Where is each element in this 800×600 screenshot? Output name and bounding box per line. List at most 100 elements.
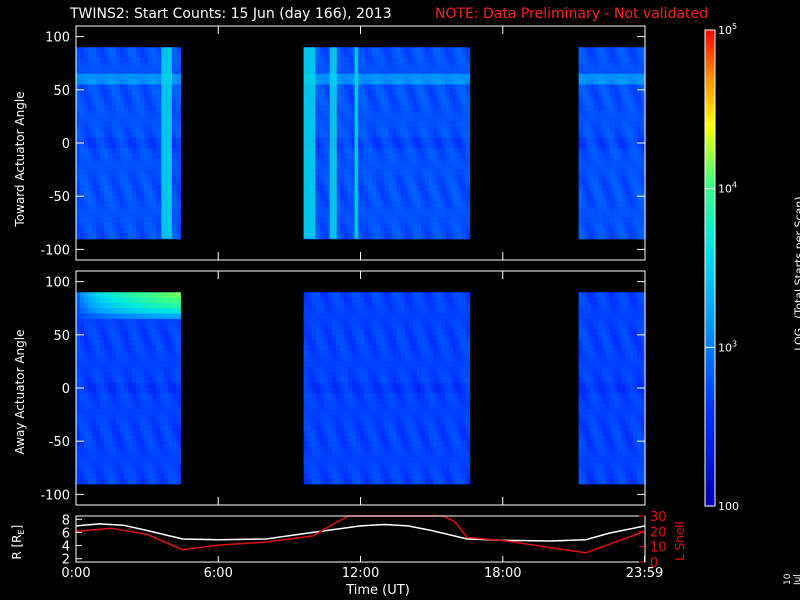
heatmap-cell: [621, 95, 627, 102]
heatmap-cell: [144, 174, 149, 181]
heatmap-cell: [84, 345, 89, 352]
heatmap-cell: [108, 419, 113, 426]
heatmap-cell: [120, 174, 125, 181]
heatmap-cell: [613, 143, 619, 149]
heatmap-cell: [80, 340, 85, 347]
heatmap-cell: [380, 73, 386, 80]
heatmap-cell: [172, 398, 177, 405]
heatmap-cell: [148, 377, 153, 384]
heatmap-cell: [376, 190, 382, 197]
heatmap-cell: [315, 116, 321, 123]
heatmap-cell: [76, 340, 81, 347]
heatmap-cell: [144, 340, 149, 347]
heatmap-cell: [360, 174, 365, 181]
heatmap-cell: [590, 158, 595, 165]
heatmap-cell: [156, 377, 161, 384]
heatmap-cell: [344, 382, 349, 389]
heatmap-cell: [590, 111, 595, 118]
heatmap-cell: [148, 63, 153, 70]
heatmap-cell: [96, 340, 101, 347]
heatmap-cell: [96, 52, 101, 59]
heatmap-cell: [108, 398, 113, 405]
heatmap-cell: [590, 169, 595, 176]
heatmap-cell: [441, 105, 446, 112]
heatmap-cell: [602, 196, 607, 203]
heatmap-cell: [412, 217, 418, 224]
heatmap-cell: [360, 462, 365, 469]
heatmap-cell: [108, 217, 113, 224]
heatmap-cell: [384, 308, 390, 315]
heatmap-cell: [315, 302, 321, 309]
heatmap-cell: [368, 318, 374, 325]
heatmap-cell: [408, 414, 414, 421]
heatmap-cell: [144, 318, 149, 325]
heatmap-cell: [408, 63, 414, 70]
heatmap-cell: [315, 372, 321, 378]
heatmap-cell: [144, 143, 149, 149]
heatmap-cell: [408, 313, 414, 320]
heatmap-cell: [392, 372, 398, 378]
heatmap-cell: [152, 158, 157, 165]
heatmap-cell: [92, 318, 97, 325]
heatmap-cell: [319, 334, 325, 341]
heatmap-cell: [160, 419, 165, 426]
heatmap-cell: [340, 382, 345, 389]
heatmap-cell: [335, 84, 341, 91]
heatmap-cell: [420, 105, 426, 112]
heatmap-cell: [136, 334, 141, 341]
heatmap-cell: [384, 68, 390, 75]
heatmap-cell: [400, 372, 406, 378]
heatmap-cell: [598, 180, 603, 187]
heatmap-cell: [176, 313, 181, 320]
heatmap-cell: [104, 329, 109, 336]
heatmap-cell: [315, 382, 321, 389]
heatmap-cell: [461, 217, 467, 224]
heatmap-cell: [445, 127, 450, 133]
heatmap-cell: [457, 180, 463, 187]
heatmap-cell: [140, 132, 145, 139]
heatmap-cell: [80, 105, 85, 112]
heatmap-cell: [311, 313, 317, 320]
heatmap-cell: [582, 190, 588, 197]
heatmap-cell: [124, 308, 129, 315]
heatmap-cell: [92, 158, 97, 165]
heatmap-cell: [609, 73, 615, 80]
heatmap-cell: [331, 462, 337, 469]
heatmap-cell: [88, 111, 93, 118]
heatmap-cell: [88, 116, 93, 123]
heatmap-cell: [136, 143, 141, 149]
heatmap-cell: [112, 324, 117, 331]
heatmap-cell: [132, 377, 137, 384]
heatmap-cell: [132, 190, 137, 197]
heatmap-cell: [388, 63, 394, 70]
heatmap-cell: [331, 393, 337, 400]
heatmap-cell: [76, 403, 81, 410]
heatmap-cell: [76, 217, 81, 224]
heatmap-cell: [384, 441, 390, 448]
heatmap-cell: [388, 388, 394, 394]
heatmap-cell: [352, 105, 357, 112]
heatmap-cell: [323, 206, 329, 213]
heatmap-cell: [605, 143, 611, 149]
heatmap-cell: [156, 318, 161, 325]
heatmap-cell: [148, 313, 153, 320]
heatmap-cell: [315, 222, 321, 229]
heatmap-cell: [96, 350, 101, 357]
heatmap-cell: [335, 47, 341, 54]
heatmap-cell: [319, 329, 325, 336]
heatmap-cell: [104, 217, 109, 224]
heatmap-cell: [152, 89, 157, 96]
heatmap-cell: [578, 212, 584, 219]
heatmap-cell: [112, 180, 117, 187]
heatmap-cell: [396, 324, 402, 331]
heatmap-cell: [323, 292, 329, 299]
heatmap-cell: [156, 329, 161, 336]
heatmap-cell: [112, 212, 117, 219]
heatmap-cell: [582, 132, 588, 139]
heatmap-cell: [586, 153, 591, 160]
heatmap-cell: [637, 201, 642, 208]
heatmap-cell: [315, 137, 321, 144]
heatmap-cell: [100, 446, 105, 453]
heatmap-cell: [156, 84, 161, 91]
heatmap-cell: [433, 201, 438, 208]
